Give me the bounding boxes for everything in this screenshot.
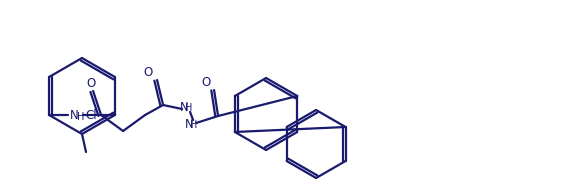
Text: O: O — [144, 66, 153, 79]
Text: H: H — [185, 103, 193, 113]
Text: N: N — [185, 117, 193, 130]
Text: N: N — [70, 108, 79, 121]
Text: H: H — [190, 120, 198, 130]
Text: N: N — [180, 100, 189, 113]
Text: H: H — [77, 112, 84, 121]
Text: O: O — [201, 75, 211, 88]
Text: O: O — [87, 77, 96, 90]
Text: Cl: Cl — [85, 108, 97, 121]
